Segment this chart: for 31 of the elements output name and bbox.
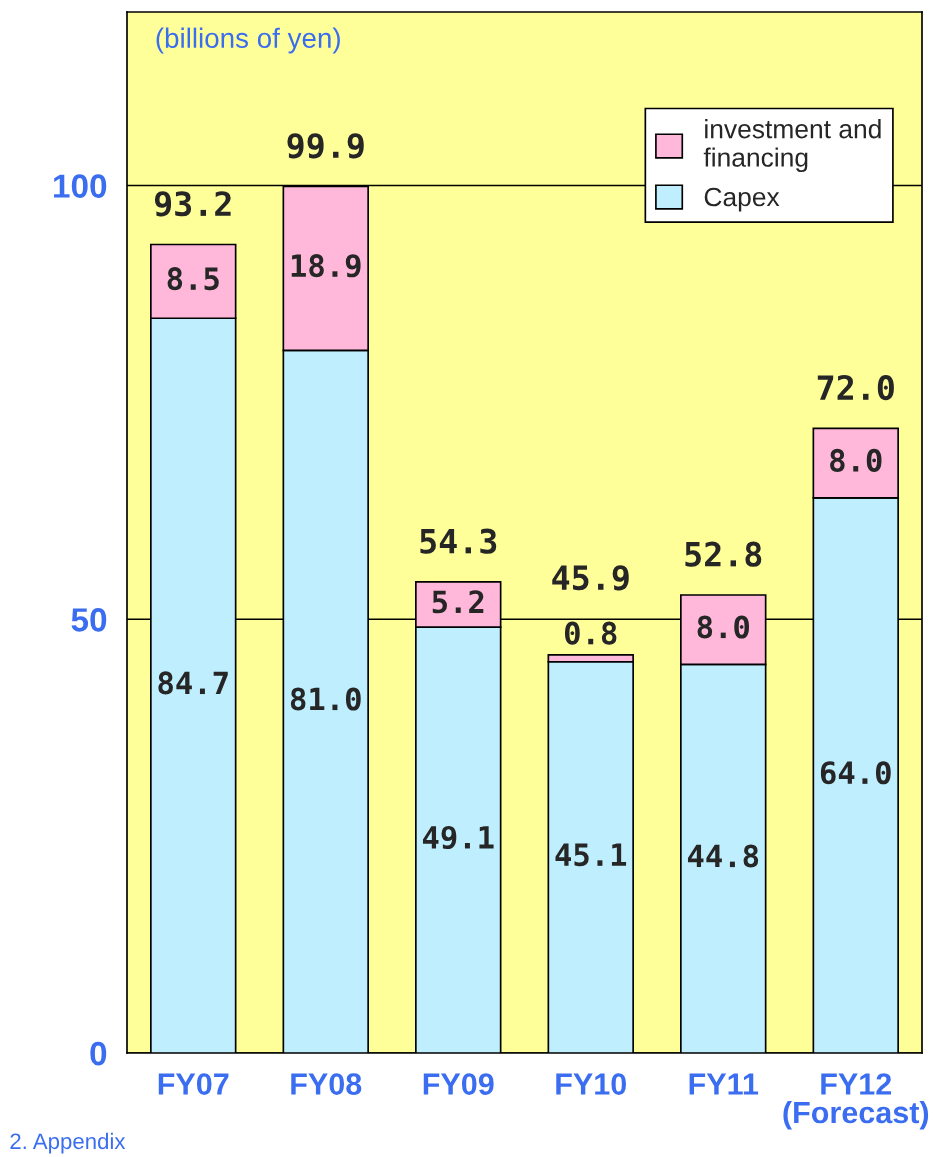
data-label: 5.2 [432, 590, 484, 614]
x-tick-label: FY10 [556, 1073, 627, 1095]
y-tick-label: 100 [54, 174, 107, 198]
x-tick-label: FY09 [423, 1073, 494, 1095]
data-label: 49.1 [422, 825, 494, 850]
total-label: 72.0 [817, 375, 894, 401]
data-label: 44.8 [687, 844, 759, 868]
text: 2. Appendix [10, 1132, 126, 1154]
total-label: 45.9 [552, 565, 629, 591]
data-label: 64.0 [820, 761, 891, 785]
data-label: 8.5 [167, 267, 219, 291]
y-tick-label: 0 [90, 1041, 107, 1066]
y-axis-title: (billions of yen) [156, 27, 340, 54]
data-label: 8.0 [830, 448, 882, 472]
total-label: 93.2 [154, 191, 231, 217]
legend-label: investment and financing [703, 119, 881, 173]
x-tick-label: FY08 [291, 1073, 362, 1095]
total-label: 52.8 [685, 541, 762, 567]
total-label: 54.3 [420, 528, 497, 554]
total-label: 99.9 [287, 133, 364, 159]
data-label: 81.0 [290, 687, 361, 711]
x-tick-label: FY12 (Forecast) [783, 1073, 929, 1130]
x-tick-label: FY07 [158, 1073, 229, 1095]
x-tick-label: FY11 [689, 1073, 759, 1095]
data-label: 8.0 [697, 615, 750, 639]
legend-label: Capex [704, 187, 780, 212]
y-tick-label: 50 [71, 608, 107, 632]
data-label: 18.9 [291, 254, 361, 278]
data-label: 0.8 [564, 621, 617, 645]
data-label: 45.1 [555, 843, 627, 867]
data-label: 84.7 [158, 671, 228, 695]
